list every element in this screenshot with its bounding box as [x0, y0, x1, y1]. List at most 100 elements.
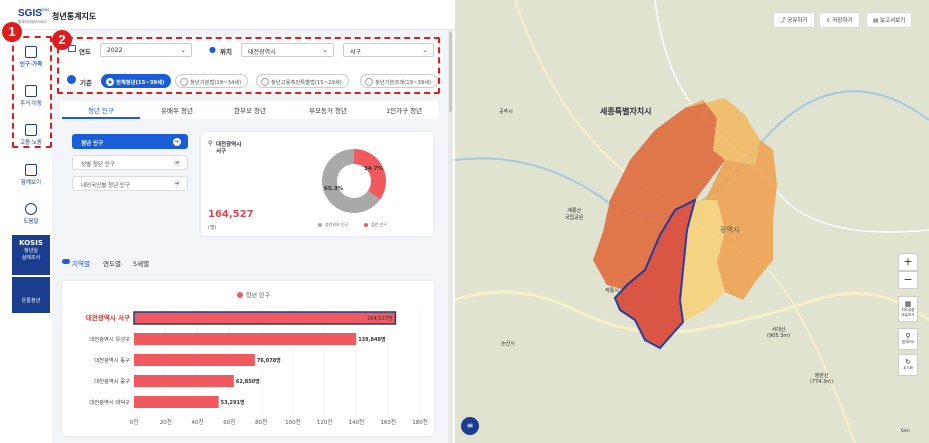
poi-label: 읍지POI: [901, 340, 915, 344]
view-tab-5year[interactable]: 5세별: [133, 260, 150, 268]
x-tick-label: 20천: [160, 418, 172, 426]
sidebar-item-together[interactable]: 함께보기: [12, 157, 50, 195]
criteria-label: 기준: [80, 79, 92, 87]
save-label: 저장하기: [832, 18, 853, 24]
map-type-button[interactable]: ▦ 지도유형 바로보기: [898, 296, 918, 322]
donut-label-youth: 34.7%: [364, 166, 384, 172]
x-tick-label: 160천: [380, 418, 396, 426]
bar: [134, 396, 219, 408]
criteria-youth-ordinance[interactable]: 청년기본조례(19~39세): [360, 74, 439, 88]
sidebar-item-housing[interactable]: 주거·이동: [12, 78, 50, 116]
place-daejeon: 광역시: [720, 226, 740, 234]
reset-button[interactable]: ↻ 초기화: [898, 354, 918, 376]
reset-label: 초기화: [903, 366, 913, 370]
calendar-icon: [68, 45, 76, 52]
sidebar-item-help[interactable]: 도움말: [12, 196, 50, 234]
road: [455, 290, 929, 334]
document-icon: ▤: [873, 18, 880, 24]
app-header: SGIS plus 통계지리정보서비스 청년통계지도: [0, 0, 455, 30]
location-pin-icon: ●: [209, 45, 216, 54]
city-select[interactable]: 대전광역시 ⌄: [241, 43, 334, 57]
save-button[interactable]: ⇩ 저장하기: [819, 12, 860, 28]
legend-dot: [237, 292, 243, 298]
region-seo-selected[interactable]: [613, 198, 697, 350]
person-icon: [67, 75, 76, 84]
legend-other: 청년외외 인구: [325, 222, 349, 227]
year-label: 연도: [79, 48, 91, 56]
category-label: 대전광역시 대덕구: [89, 398, 130, 406]
legend-youth: 청년 인구: [371, 222, 387, 227]
x-tick-label: 80천: [255, 418, 267, 426]
year-value: 2022: [107, 47, 123, 54]
highlight-box-filters: [57, 37, 440, 94]
panel-scrollbar[interactable]: [448, 30, 453, 443]
tab-living-with-parents-youth[interactable]: 부모동거 청년: [309, 107, 347, 115]
donut-slice-other: [322, 149, 381, 213]
youth-portal-link[interactable]: 온통청년: [12, 277, 50, 313]
bar-value-label: 164,527명: [367, 315, 392, 322]
map-view[interactable]: 세종특별자치시 공주시 계룡산 국립공원 논산시 광역시 계룡시 서대산 (90…: [455, 0, 929, 443]
region-dong[interactable]: [705, 140, 777, 300]
poi-button[interactable]: ⚲ 읍지POI: [898, 328, 918, 350]
zoom-out-button[interactable]: −: [898, 271, 918, 289]
district-value: 서구: [350, 49, 362, 56]
place-seodaesan: 서대산 (905.3m): [767, 327, 791, 339]
category-label: 대전광역시 동구: [94, 356, 130, 364]
place-nonsan: 논산시: [501, 341, 515, 347]
bar: [134, 375, 234, 387]
book-icon: [25, 164, 37, 176]
scrollbar-thumb[interactable]: [449, 32, 452, 112]
bar-value-label: 53,291명: [221, 399, 245, 406]
poi-icon: ⚲: [905, 332, 911, 340]
chevron-down-icon: ⌄: [422, 46, 428, 54]
tab-single-parent-youth[interactable]: 한부모 청년: [234, 107, 266, 115]
category-tabs: [60, 101, 438, 119]
criteria-all-youth[interactable]: 전체청년(15~39세): [101, 74, 172, 88]
map-canvas: [455, 0, 929, 443]
bar-value-label: 76,078명: [257, 357, 281, 364]
region-daedeok[interactable]: [685, 98, 760, 165]
sub-item-youth-by-gender[interactable]: 성별 청년 인구 ➜: [72, 155, 188, 170]
kosis-link[interactable]: KOSIS 청년실 실태조사: [12, 235, 50, 275]
view-tab-year[interactable]: 연도별: [103, 260, 121, 268]
region-yuseong[interactable]: [593, 100, 725, 290]
bar: [133, 311, 397, 325]
category-label: 대전광역시 중구: [94, 377, 130, 385]
sub-item-youth-population[interactable]: 청년 인구 ➜: [72, 134, 188, 149]
sidebar-item-label: 고용·노동: [20, 140, 42, 146]
legend-toggle-button[interactable]: ≡: [461, 417, 479, 435]
sidebar-item-population[interactable]: 인구·가족: [12, 39, 50, 77]
criteria-youth-employment-law[interactable]: 청년고용촉진특별법(15~29세): [256, 74, 349, 88]
house-icon: [25, 85, 37, 97]
pin-icon: ⚲: [208, 140, 213, 147]
region-jung[interactable]: [680, 200, 725, 322]
logo-plus: plus: [41, 7, 50, 12]
year-select[interactable]: 2022 ⌄: [100, 43, 192, 57]
tab-single-household-youth[interactable]: 1인가구 청년: [386, 107, 423, 115]
tab-youth-population[interactable]: 청년 인구: [88, 107, 114, 115]
zoom-in-button[interactable]: +: [898, 253, 918, 271]
share-label: 공유하기: [787, 18, 808, 24]
bar-value-label: 62,850명: [236, 378, 260, 385]
chevron-down-icon: ⌄: [322, 46, 328, 54]
sub-item-youth-by-nationality[interactable]: 내외국인별 청년 인구 ➜: [72, 176, 188, 191]
category-label: 대전광역시 서구: [86, 313, 130, 322]
x-tick-label: 40천: [192, 418, 204, 426]
logo-subtitle: 통계지리정보서비스: [18, 20, 47, 24]
map-scale: 5km: [901, 428, 910, 433]
tab-married-youth[interactable]: 유배우 청년: [161, 107, 193, 115]
sgis-logo[interactable]: SGIS: [18, 8, 42, 19]
criteria-youth-basic-law[interactable]: 청년기본법(19~34세): [175, 74, 249, 88]
category-label: 대전광역시 유성구: [89, 335, 130, 343]
sidebar-item-employment[interactable]: 고용·노동: [12, 117, 50, 155]
bar-value-label: 139,848명: [358, 336, 386, 343]
report-button[interactable]: ▤ 보고서보기: [866, 12, 913, 28]
view-tab-region[interactable]: 지역별: [72, 260, 90, 268]
youth-portal-label: 온통청년: [21, 298, 41, 304]
chevron-down-icon: ⌄: [180, 46, 186, 54]
district-select[interactable]: 서구 ⌄: [343, 43, 434, 57]
summary-card: [201, 132, 433, 236]
sidebar-item-label: 도움말: [23, 219, 39, 225]
share-button[interactable]: ⤴ 공유하기: [773, 12, 815, 28]
legend-label: 청년 인구: [246, 292, 270, 300]
